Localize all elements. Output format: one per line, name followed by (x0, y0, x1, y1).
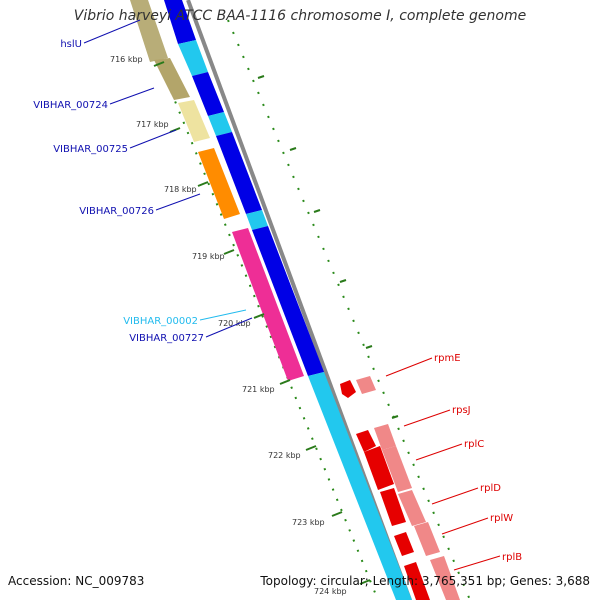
gene-rpmE-light[interactable] (356, 376, 376, 394)
gene-rplB-light[interactable] (430, 556, 460, 600)
gene-label-vibhar-00724[interactable]: VIBHAR_00724 (33, 100, 108, 111)
gene-rplD[interactable] (380, 488, 406, 526)
gene-label-hslU[interactable]: hslU (60, 39, 82, 50)
gene-track-blue-3[interactable] (216, 132, 262, 214)
scale-tick-label: 724 kbp (314, 587, 347, 596)
scale-tick-label: 719 kbp (192, 252, 225, 261)
gene-track-cyan-1[interactable] (178, 40, 208, 76)
scale-tick-marks (153, 61, 399, 585)
gene-vibhar-00725[interactable] (178, 100, 210, 142)
scale-tick-label: 723 kbp (292, 518, 325, 527)
gene-label-vibhar-00725[interactable]: VIBHAR_00725 (53, 144, 128, 155)
scale-tick-label: 722 kbp (268, 451, 301, 460)
gene-vibhar-00724[interactable] (154, 58, 190, 100)
gene-label-rpsJ[interactable]: rpsJ (452, 405, 471, 416)
gene-label-rplD[interactable]: rplD (480, 483, 501, 494)
gene-label-vibhar-00726[interactable]: VIBHAR_00726 (79, 206, 154, 217)
scale-tick-label: 717 kbp (136, 120, 169, 129)
gene-track-cyan-2[interactable] (208, 112, 232, 136)
gene-label-rpmE[interactable]: rpmE (434, 353, 461, 364)
gene-rplC[interactable] (364, 446, 394, 490)
gene-vibhar-00727[interactable] (232, 228, 304, 381)
gene-label-rplB[interactable]: rplB (502, 552, 522, 563)
scale-line (141, 19, 379, 600)
gene-rplC-light[interactable] (382, 446, 412, 492)
gene-rplW-light[interactable] (414, 522, 440, 556)
gene-rplW[interactable] (394, 532, 414, 556)
scale-tick-label: 720 kbp (218, 319, 251, 328)
scale-tick-label: 721 kbp (242, 385, 275, 394)
gene-rpsJ[interactable] (356, 430, 376, 452)
scale-tick-label: 718 kbp (164, 185, 197, 194)
gene-track-cyan-4[interactable] (308, 372, 412, 600)
gene-track-blue-2[interactable] (192, 72, 224, 116)
gene-label-rplC[interactable]: rplC (464, 439, 484, 450)
gene-track-blue-4[interactable] (252, 226, 324, 376)
gene-label-rplW[interactable]: rplW (490, 513, 513, 524)
gene-rpsJ-light[interactable] (374, 424, 396, 450)
gene-hslU[interactable] (130, 0, 168, 62)
gene-rplD-light[interactable] (398, 490, 426, 526)
map-title: Vibrio harveyi ATCC BAA-1116 chromosome … (73, 8, 527, 24)
topology-summary: Topology: circular; Length: 3,765,351 bp… (260, 574, 590, 588)
gene-rpmE-arrow[interactable] (340, 380, 356, 398)
gene-track-blue-1[interactable] (164, 0, 196, 44)
gene-rplB[interactable] (404, 562, 430, 600)
leader-lines (83, 19, 501, 571)
outer-guide (227, 19, 471, 600)
gene-track-cyan-3[interactable] (246, 210, 268, 230)
gene-label-vibhar-00727[interactable]: VIBHAR_00727 (129, 333, 204, 344)
gene-label-vibhar-00002[interactable]: VIBHAR_00002 (123, 316, 198, 327)
gene-vibhar-00726[interactable] (198, 148, 240, 219)
scale-tick-label: 716 kbp (110, 55, 143, 64)
accession-text: Accession: NC_009783 (8, 574, 145, 588)
